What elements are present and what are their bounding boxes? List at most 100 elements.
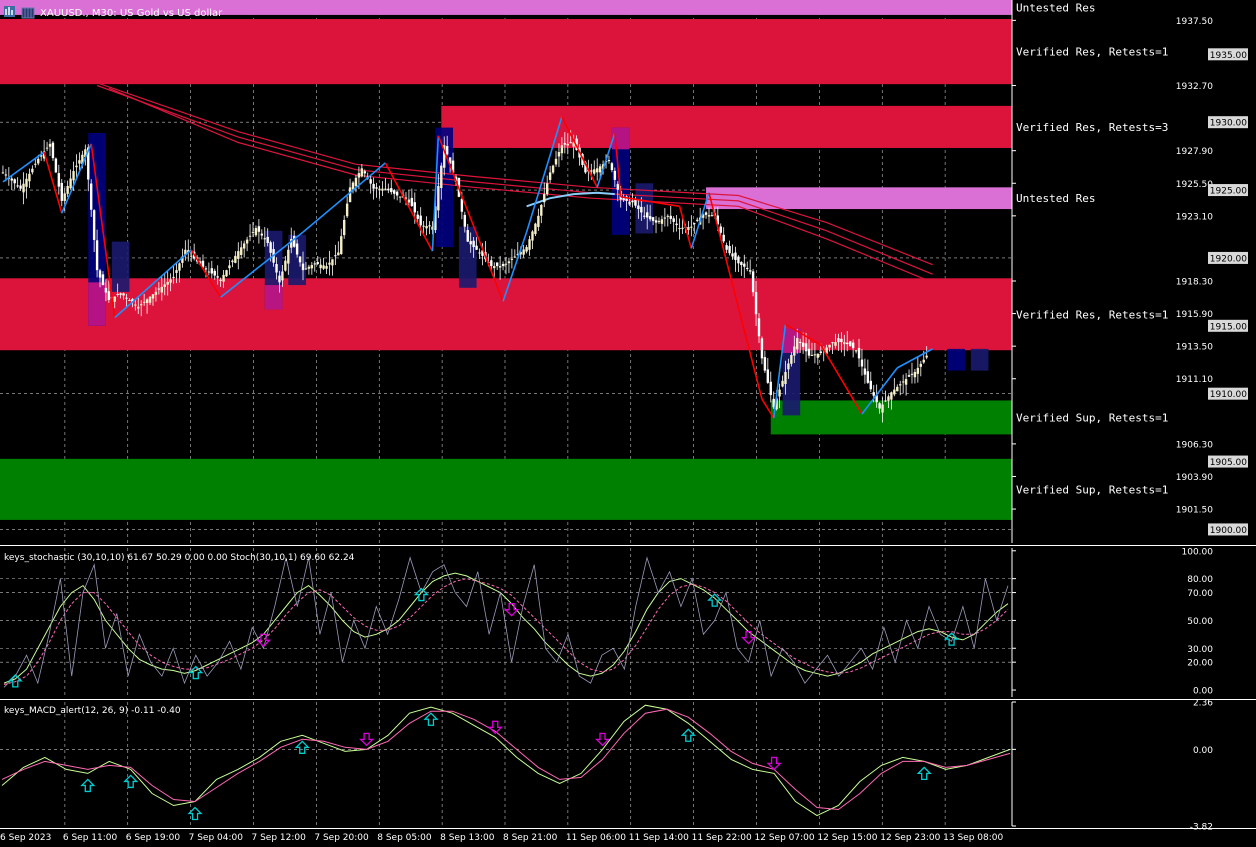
zigzag-segment <box>690 192 710 249</box>
candle-body <box>843 342 846 345</box>
candle-body <box>793 346 796 356</box>
y-tick-label: 1925.50 <box>1176 180 1213 190</box>
candle-body <box>887 396 890 401</box>
y-tick-label: 1903.90 <box>1176 473 1213 483</box>
buy-arrow-icon <box>916 766 932 781</box>
sr-zones <box>0 0 1013 520</box>
candle-body <box>292 235 296 247</box>
candle-body <box>16 185 19 187</box>
zone-res <box>0 278 1012 351</box>
candle-body <box>431 226 434 230</box>
candle-body <box>540 204 543 216</box>
candle-body <box>751 271 755 293</box>
candle-body <box>569 142 572 144</box>
candle-body <box>622 196 625 201</box>
zone-labels: Untested Res Verified Res, Retests=1 Verif… <box>1016 1 1168 496</box>
price-level-badge <box>1208 184 1248 197</box>
candle-body <box>116 293 119 295</box>
candle-body <box>39 155 43 157</box>
candle-body <box>648 216 652 220</box>
buy-arrow-icon <box>7 673 23 688</box>
candle-body <box>493 266 496 269</box>
candle-body <box>790 354 793 364</box>
buy-arrow-icon <box>80 778 96 793</box>
price-level-badge <box>1208 455 1248 468</box>
candle-body <box>737 256 740 264</box>
candle-body <box>834 342 837 346</box>
zigzag-segment <box>431 135 440 252</box>
candle-body <box>525 247 528 252</box>
candle-body <box>654 220 658 223</box>
sell-arrow-icon <box>487 720 503 735</box>
candle-body <box>281 271 284 281</box>
candle-body <box>63 193 66 201</box>
candle-body <box>304 268 308 270</box>
candle-body <box>269 242 272 253</box>
candle-body <box>51 142 55 159</box>
candle-body <box>22 183 25 193</box>
zigzag-segment <box>190 249 222 298</box>
price-level-label: 1905.00 <box>1210 458 1247 468</box>
stochastic-line <box>3 572 1009 684</box>
candle-body <box>672 218 675 222</box>
candle-body <box>57 173 61 187</box>
y-tick-label: 1906.30 <box>1176 440 1213 450</box>
y-tick-label: 1913.50 <box>1176 343 1213 353</box>
candle-body <box>398 196 402 198</box>
candle-body <box>813 354 817 356</box>
x-tick-label: 6 Sep 11:00 <box>63 833 118 843</box>
candle-body <box>810 354 814 356</box>
candle-body <box>913 371 917 378</box>
candle-body <box>469 241 472 245</box>
candle-body <box>772 398 775 408</box>
candle-body <box>719 226 722 233</box>
zone-untested <box>706 187 1012 210</box>
y-tick-label: 20.00 <box>1187 659 1213 669</box>
candle-body <box>590 170 593 172</box>
candle-body <box>151 294 155 299</box>
candle-body <box>181 256 184 263</box>
x-tick-label: 6 Sep 2023 <box>0 833 51 843</box>
candle-body <box>137 306 140 309</box>
zigzag-segment <box>820 344 863 415</box>
candle-body <box>134 304 137 306</box>
candle-body <box>104 287 108 293</box>
candle-body <box>637 205 640 210</box>
price-series <box>1 130 928 423</box>
candle-body <box>593 169 596 174</box>
y-tick-label: 1918.30 <box>1176 278 1213 288</box>
buy-arrow-icon <box>413 587 429 602</box>
candle-body <box>92 210 96 240</box>
candle-body <box>119 293 122 295</box>
candle-body <box>54 158 58 173</box>
candle-body <box>910 373 914 375</box>
zone-res <box>441 105 1013 148</box>
candle-body <box>10 178 13 181</box>
candle-body <box>178 263 181 271</box>
y-tick-label: 1915.90 <box>1176 310 1213 320</box>
candle-body <box>260 233 264 236</box>
buy-arrow-icon <box>187 806 203 821</box>
zigzag-segment <box>502 231 528 302</box>
x-tick-label: 8 Sep 13:00 <box>440 833 495 843</box>
candle-body <box>548 172 552 180</box>
candle-body <box>445 146 449 155</box>
price-level-label: 1915.00 <box>1210 322 1247 332</box>
candle-body <box>25 178 28 187</box>
candle-body <box>437 185 440 211</box>
candle-body <box>172 276 175 278</box>
candle-body <box>393 190 396 194</box>
candle-body <box>628 201 631 205</box>
x-tick-label: 7 Sep 20:00 <box>314 833 369 843</box>
candle-body <box>519 251 522 255</box>
candle-body <box>869 380 872 390</box>
zigzag-segment <box>678 206 693 249</box>
buy-arrow-icon <box>944 632 960 646</box>
candle-body <box>607 160 611 162</box>
candle-body <box>701 214 705 218</box>
candle-body <box>34 163 37 165</box>
y-tick-label: 1937.50 <box>1176 17 1213 27</box>
candle-body <box>507 261 511 264</box>
candle-body <box>345 203 349 217</box>
